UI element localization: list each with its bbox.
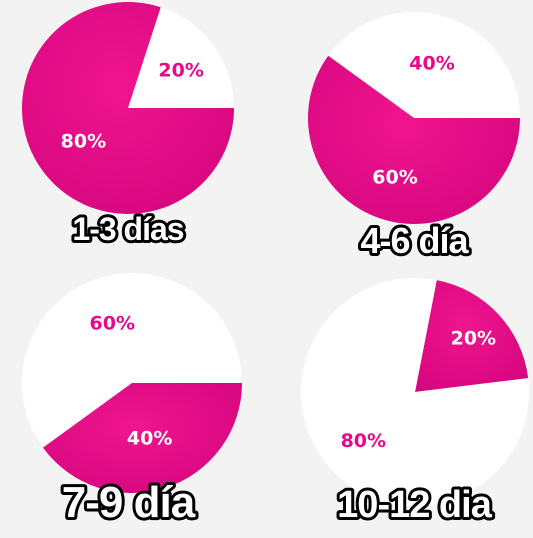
pie-chart-4: 20% 80% [300, 278, 529, 507]
pie-chart-3: 60% 40% [22, 273, 243, 493]
pie-3-slice-2 [43, 383, 242, 493]
pie-4-slice-2 [300, 278, 529, 507]
pie-2-slice-2 [308, 55, 520, 224]
pie-3-slice-2-label: 40% [127, 427, 172, 449]
pie-4-slice-1 [415, 280, 529, 392]
pie-2-slice-1 [328, 11, 520, 118]
pie-3-slice-1 [22, 273, 243, 448]
pie-1-slice-2-label: 80% [61, 130, 106, 152]
pie-chart-2: 40% 60% [308, 11, 520, 224]
pie-2-title: 4-6 día [360, 220, 469, 261]
pie-3-title: 7-9 día [62, 478, 196, 527]
pie-4-title: 10-12 dia [337, 484, 493, 526]
pie-chart-1: 20% 80% [21, 1, 234, 215]
pie-1-slice-1 [128, 7, 234, 108]
pie-4-slice-2-label: 80% [341, 430, 386, 452]
pie-3-slice-1-label: 60% [90, 312, 135, 334]
pie-4-slice-1-label: 20% [451, 328, 496, 350]
pie-2-slice-2-label: 60% [372, 166, 417, 188]
pie-1-slice-1-label: 20% [158, 59, 203, 81]
pie-1-title: 1-3 días [72, 211, 183, 247]
pie-1-slice-2 [21, 1, 234, 215]
pie-2-slice-1-label: 40% [409, 53, 454, 75]
